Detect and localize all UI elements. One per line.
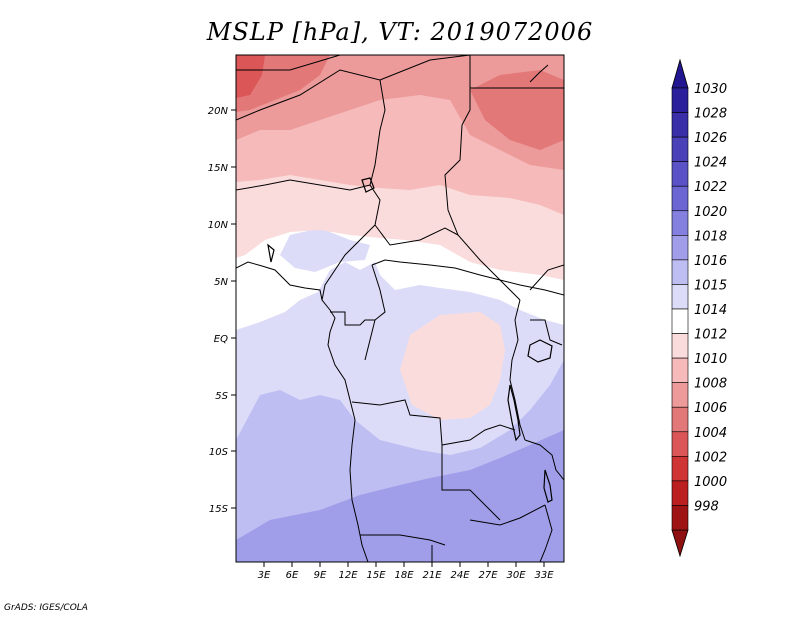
colorbar: 1030 1028 1026 1024 1022 1020 1018 1016 1015 1014… (671, 58, 727, 558)
lake-malawi (543, 469, 553, 503)
colorbar-swatch (671, 333, 689, 359)
colorbar-swatch (671, 406, 689, 433)
border-nigeria-cameroon (321, 224, 376, 301)
border-mozambique (539, 504, 553, 562)
field-1018-patch-se (440, 455, 564, 540)
lon-label-27e: 27E (478, 570, 498, 581)
colorbar-label: 1006 (694, 401, 727, 416)
plot-frame (235, 54, 565, 563)
colorbar-label: 1030 (694, 82, 727, 97)
colorbar-label: 1024 (694, 156, 727, 171)
lon-label-18e: 18E (394, 570, 414, 581)
colorbar-swatch (671, 284, 689, 310)
lon-label-15e: 15E (366, 570, 386, 581)
field-1012-central-low (400, 312, 505, 420)
border-zambia-zim (469, 504, 546, 526)
lat-label-15s: 15S (209, 504, 229, 515)
border-car-south (371, 259, 501, 281)
colorbar-swatch (671, 456, 689, 482)
colorbar-label: 1015 (694, 278, 727, 293)
colorbar-swatch (671, 161, 689, 187)
colorbar-label: 1028 (694, 107, 727, 122)
border-nigeria-niger (236, 179, 371, 191)
latitude-axis: 20N 15N 10N 5N EQ 5S 10S 15S (208, 106, 236, 515)
field-1006-east (470, 70, 564, 150)
border-drc-east (509, 299, 526, 441)
field-1004-region (236, 55, 265, 98)
colorbar-swatch (671, 87, 689, 113)
border-niger-libya (379, 55, 471, 81)
lon-label-6e: 6E (286, 570, 299, 581)
colorbar-swatch (671, 382, 689, 408)
border-gabon (330, 311, 375, 326)
map-title: MSLP [hPa], VT: 2019072006 (206, 18, 594, 46)
lon-label-21e: 21E (422, 570, 442, 581)
lat-label-5n: 5N (214, 277, 228, 288)
border-car (374, 224, 459, 246)
colorbar-label: 1004 (694, 426, 727, 441)
lakes (267, 177, 553, 503)
colorbar-swatch (671, 235, 689, 261)
lake-tanganyika (507, 384, 521, 442)
coast-red-sea (529, 64, 549, 83)
border-libya-egypt (461, 55, 471, 126)
border-uganda-kenya (530, 319, 563, 346)
country-boundaries (236, 55, 564, 562)
lon-label-33e: 33E (534, 570, 554, 581)
lat-label-10n: 10N (208, 220, 229, 231)
border-chad-sudan (444, 124, 521, 301)
colorbar-label: 1022 (694, 180, 727, 195)
border-drc-angola (351, 399, 516, 446)
colorbar-swatch (671, 259, 689, 285)
coastline-west-africa (236, 261, 369, 562)
lake-chad (361, 177, 375, 193)
lon-label-30e: 30E (506, 570, 526, 581)
lake-victoria (527, 339, 553, 363)
border-tanzania (524, 439, 564, 481)
longitude-axis: 3E 6E 9E 12E 15E 18E 21E 24E 27E 30E 33E (258, 562, 554, 581)
border-sahel-north (236, 55, 341, 71)
colorbar-swatch (671, 112, 689, 138)
colorbar-swatch (671, 480, 689, 506)
colorbar-label: 1000 (694, 475, 727, 490)
lat-label-20n: 20N (208, 106, 229, 117)
colorbar-label: 1002 (694, 450, 727, 465)
lon-label-24e: 24E (450, 570, 470, 581)
colorbar-swatch (671, 308, 689, 334)
lat-label-10s: 10S (209, 447, 229, 458)
colorbar-label: 1020 (694, 205, 727, 220)
colorbar-label: 1026 (694, 131, 727, 146)
colorbar-bottom-arrow (671, 529, 689, 558)
colorbar-label: 998 (694, 499, 719, 514)
colorbar-label: 1012 (694, 328, 727, 343)
field-1015-gulf-patch (280, 228, 370, 272)
pressure-field (236, 55, 564, 562)
colorbar-label: 1018 (694, 229, 727, 244)
colorbar-label: 1010 (694, 352, 727, 367)
border-angola-zambia (441, 445, 501, 521)
lat-label-5s: 5S (215, 391, 228, 402)
border-namibia (360, 534, 446, 546)
lon-label-3e: 3E (258, 570, 271, 581)
colorbar-label: 1008 (694, 377, 727, 392)
lon-label-9e: 9E (314, 570, 327, 581)
colorbar-swatch (671, 210, 689, 236)
lat-label-eq: EQ (214, 334, 228, 345)
grads-credit: GrADS: IGES/COLA (4, 603, 88, 613)
border-mali-algeria (236, 69, 386, 131)
colorbar-swatch (671, 431, 689, 457)
colorbar-swatch (671, 185, 689, 212)
lake-volta (267, 243, 275, 263)
colorbar-swatch (671, 136, 689, 162)
lat-label-15n: 15N (208, 163, 229, 174)
lon-label-12e: 12E (338, 570, 358, 581)
border-sudan-ethiopia (529, 264, 564, 291)
colorbar-label: 1014 (694, 303, 727, 318)
border-congo-drc (364, 264, 386, 361)
colorbar-swatch (671, 357, 689, 383)
colorbar-label: 1016 (694, 254, 727, 269)
colorbar-top-arrow (671, 58, 689, 89)
colorbar-swatch (671, 505, 689, 531)
